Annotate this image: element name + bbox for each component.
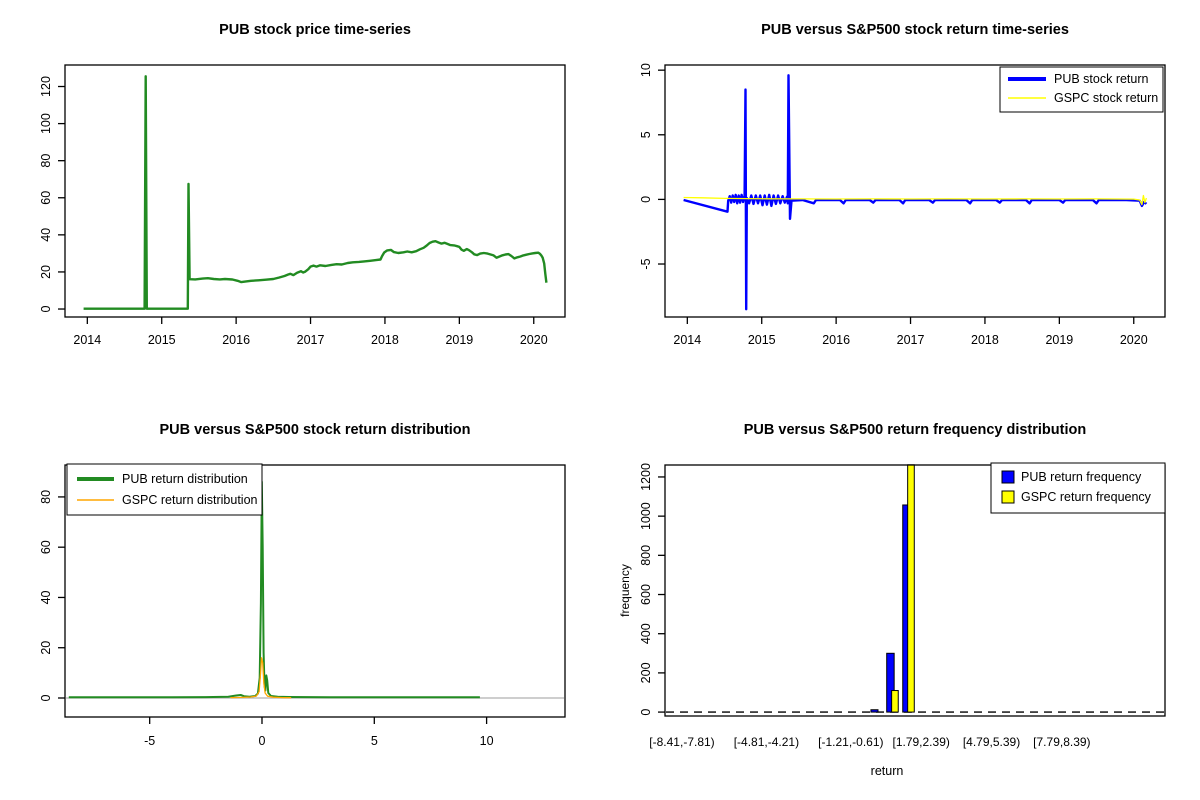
- x-axis-tick-label: 2020: [1120, 333, 1148, 347]
- chart-title: PUB versus S&P500 stock return time-seri…: [761, 22, 1069, 38]
- x-axis-tick-label: [4.79,5.39): [963, 735, 1020, 749]
- y-axis-tick-label: 80: [39, 490, 53, 504]
- y-axis-tick-label: 1200: [639, 463, 653, 491]
- x-axis-tick-label: 2019: [1045, 333, 1073, 347]
- bar-pub-return-frequency: [870, 709, 879, 713]
- panel-pub-vs-sp500-return-timeseries: PUB versus S&P500 stock return time-seri…: [600, 0, 1200, 400]
- panel-pub-price-timeseries: PUB stock price time-series 0 20 40 60 80 100…: [0, 0, 600, 400]
- x-axis-tick-label: 2018: [971, 333, 999, 347]
- plot-box: [664, 464, 1166, 717]
- y-axis-title: frequency: [618, 564, 632, 617]
- series-pub-stock-return: [683, 74, 1148, 311]
- legend-label: GSPC return frequency: [1021, 490, 1152, 504]
- series-gspc-stock-return: [683, 194, 1148, 206]
- chart-canvas-return-timeseries: -5 0 5 10 2014 2015 2016 2017 2018 2019 2020 PUB st…: [639, 63, 1166, 347]
- y-axis-tick-label: 60: [39, 540, 53, 554]
- x-axis-tick-label: 2020: [520, 333, 548, 347]
- panel-pub-vs-sp500-return-distribution: PUB versus S&P500 stock return distribut…: [0, 400, 600, 800]
- legend-label: PUB return frequency: [1021, 470, 1142, 484]
- y-axis-tick-label: 400: [639, 623, 653, 644]
- x-axis-tick-label: 2018: [371, 333, 399, 347]
- x-axis-tick-label: [-4.81,-4.21): [734, 735, 799, 749]
- chart-canvas-return-frequency: 0 200 400 600 800 1000 1200 [-8.41,-7.81) [-4.81…: [618, 462, 1166, 778]
- bar-gspc-return-frequency: [907, 464, 915, 713]
- legend-box-sample: [1001, 470, 1015, 484]
- chart-title: PUB versus S&P500 stock return distribut…: [159, 422, 471, 438]
- y-axis-tick-label: 40: [39, 228, 53, 242]
- x-axis-title: return: [871, 764, 904, 778]
- x-axis-tick-label: 2019: [445, 333, 473, 347]
- plot-box: [64, 464, 566, 718]
- chart-canvas-price-timeseries: 0 20 40 60 80 100 120 2014 2015 2016 2017 2018 2019 2…: [39, 64, 566, 347]
- legend-box: [999, 66, 1164, 113]
- x-axis-tick-label: [-1.21,-0.61): [818, 735, 883, 749]
- y-axis-tick-label: 100: [39, 113, 53, 134]
- legend-box-sample: [1001, 490, 1015, 504]
- y-axis-tick-label: 80: [39, 154, 53, 168]
- plot-box: [664, 64, 1166, 318]
- y-axis-tick-label: -5: [639, 258, 653, 269]
- x-axis-tick-label: -5: [144, 734, 155, 748]
- panel-pub-vs-sp500-return-frequency: PUB versus S&P500 return frequency distr…: [600, 400, 1200, 800]
- x-axis-tick-label: [1.79,2.39): [892, 735, 949, 749]
- bar-gspc-return-frequency: [891, 690, 899, 713]
- legend-box: [66, 463, 263, 516]
- y-axis-tick-label: 600: [639, 584, 653, 605]
- y-axis-tick-label: 0: [39, 694, 53, 701]
- plot-box: [64, 64, 566, 318]
- x-axis-tick-label: 2014: [673, 333, 701, 347]
- series-gspc-return-distribution: [230, 657, 292, 699]
- legend-label: PUB return distribution: [122, 472, 248, 486]
- chart-title: PUB stock price time-series: [219, 22, 411, 38]
- y-axis-tick-label: 20: [39, 265, 53, 279]
- y-axis-tick-label: 60: [39, 191, 53, 205]
- x-axis-tick-label: [7.79,8.39): [1033, 735, 1090, 749]
- y-axis-tick-label: 1000: [639, 502, 653, 530]
- x-axis-tick-label: 2015: [148, 333, 176, 347]
- y-axis-tick-label: 5: [639, 131, 653, 138]
- x-axis-tick-label: 2017: [897, 333, 925, 347]
- legend-label: PUB stock return: [1054, 72, 1149, 86]
- chart-title: PUB versus S&P500 return frequency distr…: [743, 422, 1087, 438]
- y-axis-tick-label: 120: [39, 76, 53, 97]
- y-axis-tick-label: 40: [39, 590, 53, 604]
- x-axis-tick-label: 2014: [73, 333, 101, 347]
- y-axis-tick-label: 0: [639, 709, 653, 716]
- y-axis-tick-label: 20: [39, 641, 53, 655]
- y-axis-tick-label: 10: [639, 63, 653, 77]
- y-axis-tick-label: 0: [639, 196, 653, 203]
- x-axis-tick-label: 2015: [748, 333, 776, 347]
- x-axis-tick-label: [-8.41,-7.81): [649, 735, 714, 749]
- x-axis-tick-label: 10: [480, 734, 494, 748]
- y-axis-tick-label: 800: [639, 545, 653, 566]
- x-axis-tick-label: 2016: [822, 333, 850, 347]
- legend-label: GSPC stock return: [1054, 91, 1158, 105]
- chart-canvas-return-distribution: 0 20 40 60 80 -5 0 5 10 PUB return distribution GS…: [39, 463, 566, 748]
- x-axis-tick-label: 2017: [297, 333, 325, 347]
- x-axis-tick-label: 2016: [222, 333, 250, 347]
- bar-pub-return-frequency: [886, 652, 895, 713]
- x-axis-tick-label: 0: [259, 734, 266, 748]
- y-axis-tick-label: 200: [639, 662, 653, 683]
- series-pub-stock-price: [83, 75, 548, 310]
- y-axis-tick-label: 0: [39, 306, 53, 313]
- legend-box: [990, 462, 1166, 514]
- legend-label: GSPC return distribution: [122, 493, 258, 507]
- x-axis-tick-label: 5: [371, 734, 378, 748]
